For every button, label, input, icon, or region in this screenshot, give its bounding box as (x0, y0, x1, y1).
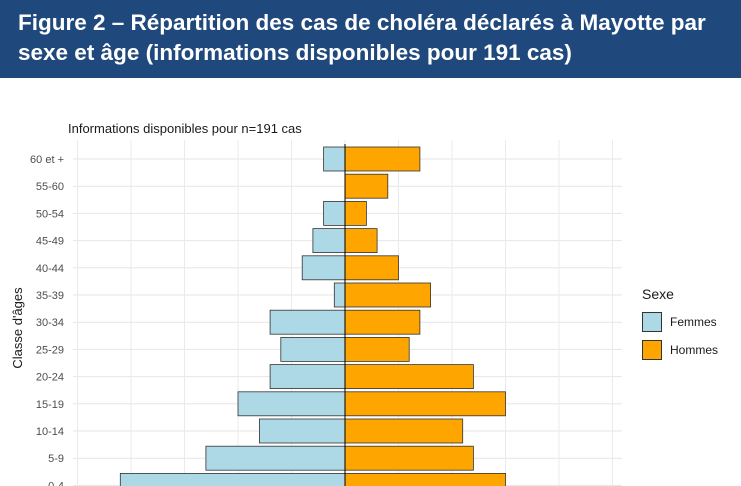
y-tick-label: 35-39 (36, 290, 64, 302)
bar-femmes-45-49 (312, 228, 346, 254)
bar-hommes-15-19 (344, 391, 506, 417)
legend-key-hommes (642, 340, 662, 360)
figure-banner: Figure 2 – Répartition des cas de cholér… (0, 0, 741, 78)
bar-femmes-60 et + (323, 146, 346, 172)
legend-item-hommes: Hommes (642, 336, 718, 364)
bar-hommes-45-49 (344, 228, 378, 254)
chart-area: 0-4 5-9 10-14 15-19 20-24 25-29 30-34 35-39 40-4… (0, 78, 741, 486)
figure-title: Figure 2 – Répartition des cas de cholér… (18, 10, 706, 65)
bar-femmes-15-19 (237, 391, 346, 417)
legend-label-hommes: Hommes (670, 343, 719, 357)
legend-title: Sexe (642, 286, 674, 302)
bar-femmes-30-34 (269, 309, 346, 335)
bar-femmes-10-14 (258, 418, 346, 444)
bar-femmes-40-44 (301, 255, 346, 281)
legend-label-femmes: Femmes (670, 315, 717, 329)
y-tick-label: 30-34 (36, 317, 64, 329)
pyramid-chart: 0-4 5-9 10-14 15-19 20-24 25-29 30-34 35-39 40-4… (10, 121, 622, 486)
bar-femmes-25-29 (280, 336, 346, 362)
bar-hommes-25-29 (344, 336, 410, 362)
bar-femmes-35-39 (333, 282, 346, 308)
bar-hommes-5-9 (344, 445, 474, 471)
y-tick-label: 25-29 (36, 344, 64, 356)
legend: Sexe Femmes Hommes (642, 286, 718, 364)
bar-hommes-0-4 (344, 472, 506, 486)
y-tick-label: 15-19 (36, 399, 64, 411)
bar-femmes-20-24 (269, 364, 346, 390)
bar-hommes-55-60 (344, 173, 389, 199)
y-tick-label: 10-14 (36, 426, 64, 438)
bar-femmes-5-9 (205, 445, 346, 471)
legend-key-femmes (642, 312, 662, 332)
y-tick-label: 45-49 (36, 236, 64, 248)
bar-femmes-50-54 (323, 201, 346, 226)
bars (119, 146, 506, 486)
y-tick-label: 40-44 (36, 263, 64, 275)
bar-hommes-50-54 (344, 201, 367, 226)
y-tick-label: 60 et + (30, 154, 64, 166)
bar-hommes-20-24 (344, 364, 474, 390)
bar-hommes-35-39 (344, 282, 431, 308)
bar-femmes-0-4 (119, 472, 346, 486)
legend-item-femmes: Femmes (642, 308, 718, 336)
y-axis-label: Classe d'âges (10, 287, 25, 369)
bar-hommes-10-14 (344, 418, 464, 444)
chart-subtitle: Informations disponibles pour n=191 cas (68, 121, 302, 136)
y-tick-labels: 0-4 5-9 10-14 15-19 20-24 25-29 30-34 35-39 40-4… (30, 154, 64, 486)
bar-hommes-40-44 (344, 255, 399, 281)
bar-hommes-60 et + (344, 146, 421, 172)
y-tick-label: 5-9 (48, 453, 64, 465)
bar-hommes-30-34 (344, 309, 421, 335)
y-tick-label: 50-54 (36, 208, 64, 220)
y-tick-label: 20-24 (36, 372, 64, 384)
y-tick-label: 0-4 (48, 480, 64, 486)
y-tick-label: 55-60 (36, 181, 64, 193)
